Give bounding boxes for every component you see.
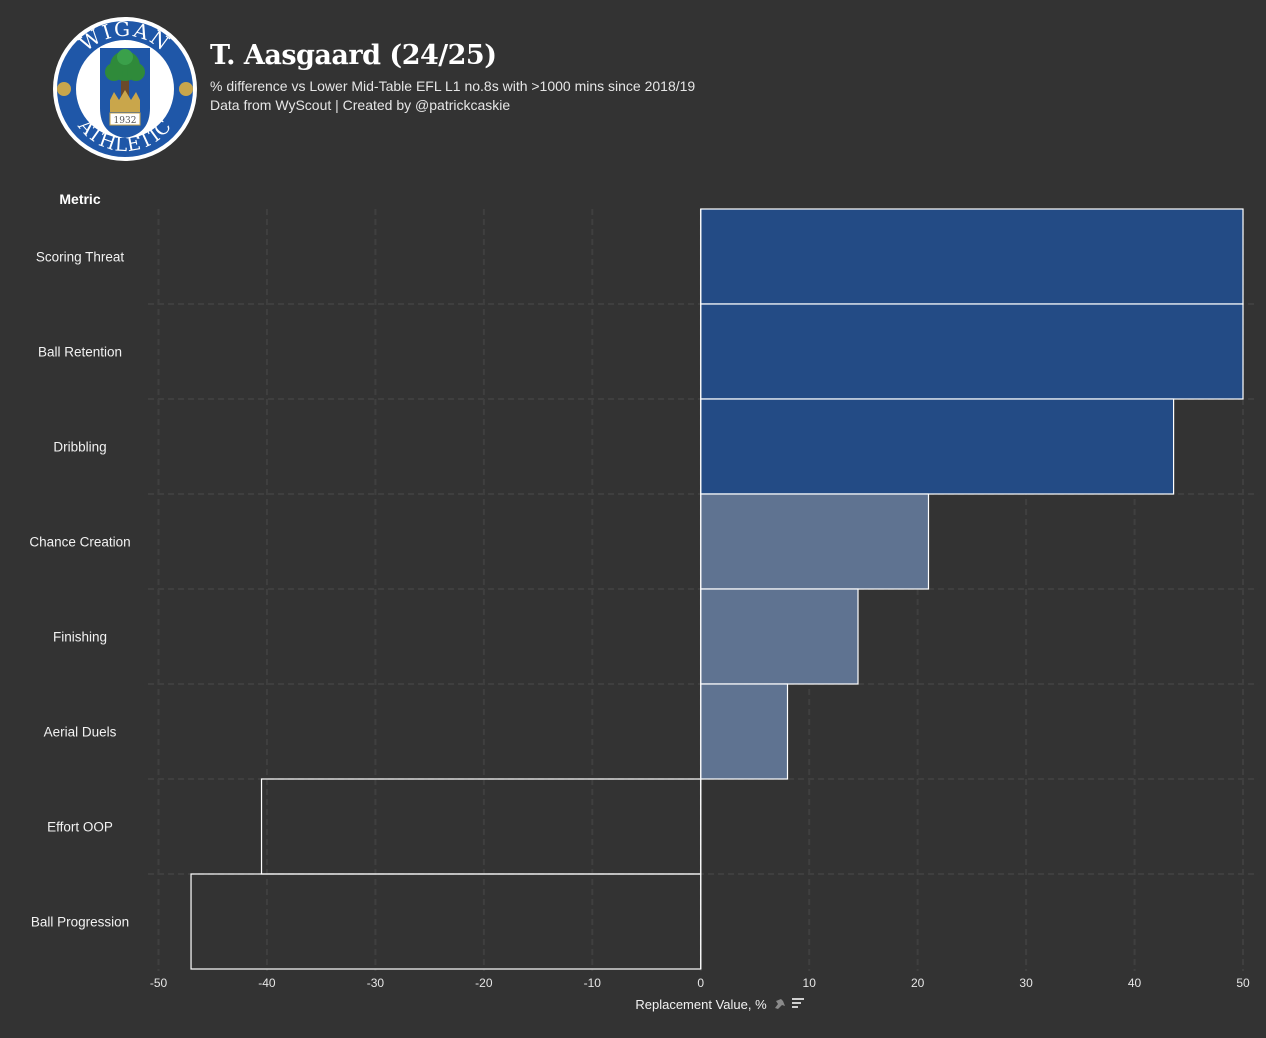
x-tick-label: -10 bbox=[584, 976, 602, 990]
bar bbox=[700, 683, 789, 780]
bars bbox=[190, 208, 1244, 970]
football-icon bbox=[179, 82, 193, 96]
bar bbox=[260, 778, 702, 875]
bar bbox=[700, 493, 930, 590]
x-tick-label: -40 bbox=[258, 976, 276, 990]
subtitle: % difference vs Lower Mid-Table EFL L1 n… bbox=[210, 78, 696, 94]
category-label: Aerial Duels bbox=[44, 725, 117, 740]
category-label: Dribbling bbox=[53, 440, 106, 455]
logo-year: 1932 bbox=[114, 116, 137, 126]
x-axis-ticks: -50 -40 -30 -20 -10 0 10 20 30 40 50 bbox=[150, 976, 1250, 990]
category-label: Ball Progression bbox=[31, 915, 129, 930]
x-tick-label: -20 bbox=[475, 976, 493, 990]
x-tick-label: 20 bbox=[911, 976, 925, 990]
x-tick-label: 40 bbox=[1128, 976, 1142, 990]
x-tick-label: -30 bbox=[367, 976, 385, 990]
header: T. Aasgaard (24/25) % difference vs Lowe… bbox=[210, 40, 695, 115]
category-axis-title: Metric bbox=[59, 191, 100, 207]
pin-icon bbox=[775, 999, 785, 1009]
x-tick-label: 0 bbox=[697, 976, 704, 990]
bar bbox=[700, 398, 1175, 495]
x-tick-label: 30 bbox=[1019, 976, 1033, 990]
category-label: Effort OOP bbox=[47, 820, 113, 835]
filter-icon bbox=[792, 998, 804, 1008]
category-label: Chance Creation bbox=[29, 535, 130, 550]
bar bbox=[700, 208, 1244, 305]
crown-icon bbox=[110, 90, 140, 112]
credit-line: Data from WyScout | Created by @patrickc… bbox=[210, 97, 511, 113]
football-icon bbox=[57, 82, 71, 96]
category-label: Finishing bbox=[53, 630, 107, 645]
x-tick-label: -50 bbox=[150, 976, 168, 990]
x-axis-title: Replacement Value, % bbox=[635, 997, 767, 1012]
x-tick-label: 10 bbox=[803, 976, 817, 990]
bar bbox=[700, 303, 1244, 400]
x-tick-label: 50 bbox=[1236, 976, 1250, 990]
category-label: Scoring Threat bbox=[36, 250, 125, 265]
page-title: T. Aasgaard (24/25) bbox=[210, 40, 497, 71]
category-labels: Scoring Threat Ball Retention Dribbling Cha… bbox=[29, 250, 130, 930]
club-crest-logo: WIGAN ATHLETIC 1932 bbox=[53, 17, 197, 161]
category-label: Ball Retention bbox=[38, 345, 122, 360]
bar bbox=[700, 588, 859, 685]
tree-icon bbox=[105, 49, 145, 98]
